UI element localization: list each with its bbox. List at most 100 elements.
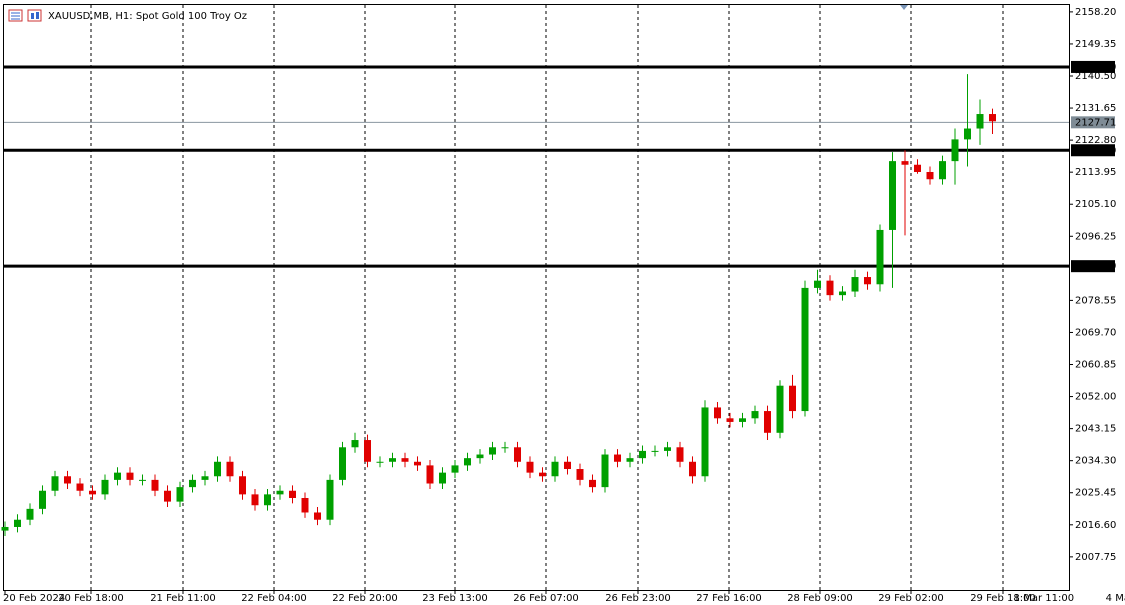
candle-body — [189, 479, 196, 488]
candle-body — [651, 450, 659, 452]
y-tick-label: 2096.25 — [1075, 231, 1116, 242]
shift-marker — [900, 5, 908, 10]
candle-body — [914, 164, 921, 172]
candle-body — [639, 450, 646, 459]
candle-body — [901, 161, 909, 165]
candle-body — [414, 461, 421, 466]
candle-body — [364, 440, 371, 462]
candle-body — [26, 508, 34, 520]
y-tick-label: 2113.95 — [1075, 167, 1116, 178]
candle-body — [551, 461, 559, 477]
candle-body — [14, 519, 21, 527]
x-tick-label: 4 Mar 05:00 — [1106, 593, 1125, 604]
y-tick-label: 2140.50 — [1075, 71, 1116, 82]
candle-body — [626, 458, 634, 462]
x-tick-label: 26 Feb 23:00 — [605, 593, 671, 604]
candle-body — [314, 512, 321, 520]
candle-body — [39, 490, 46, 509]
candle-body — [226, 461, 234, 477]
level-label: 2088.00 — [1075, 261, 1116, 272]
y-tick-label: 2060.85 — [1075, 360, 1116, 371]
candle-body — [714, 407, 721, 419]
candle-body — [676, 447, 684, 462]
candle-body — [264, 494, 271, 506]
level-label-bg — [1071, 60, 1115, 73]
candle-body — [601, 454, 609, 488]
x-tick-label: 27 Feb 16:00 — [696, 593, 762, 604]
price-label-bg — [1071, 116, 1115, 129]
candle-body — [51, 476, 59, 491]
candle-body — [789, 385, 796, 412]
level-label-bg — [1071, 144, 1115, 157]
candle-body — [489, 447, 496, 455]
candle-body — [251, 494, 259, 506]
plot-frame — [3, 4, 1070, 591]
icon — [31, 13, 34, 19]
y-tick-label: 2078.55 — [1075, 295, 1116, 306]
candle-body — [426, 465, 434, 484]
candle-body — [64, 476, 71, 484]
candle-body — [851, 277, 859, 292]
candle-body — [514, 447, 521, 462]
candle-body — [701, 407, 709, 477]
x-tick-label: 21 Feb 11:00 — [150, 593, 216, 604]
candle-body — [76, 483, 84, 491]
y-tick-label: 2025.45 — [1075, 488, 1116, 499]
candle-body — [101, 479, 109, 495]
candle-body — [764, 411, 771, 433]
candle-body — [989, 114, 996, 122]
x-tick-label: 26 Feb 07:00 — [513, 593, 579, 604]
level-label-bg — [1071, 260, 1115, 273]
candle-body — [351, 440, 359, 448]
x-tick-label: 20 Feb 2024 — [3, 593, 65, 604]
price-label: 2127.71 — [1075, 117, 1116, 128]
candle-body — [926, 171, 934, 180]
x-tick-label: 22 Feb 20:00 — [332, 593, 398, 604]
candle-body — [801, 287, 809, 412]
y-tick-label: 2034.30 — [1075, 456, 1116, 467]
toolbar-icons — [8, 5, 908, 22]
candle-body — [376, 461, 384, 463]
candle-body — [339, 447, 346, 480]
candle-body — [664, 447, 671, 451]
y-tick-label: 2052.00 — [1075, 392, 1116, 403]
candle-body — [401, 458, 409, 462]
candle-body — [826, 280, 834, 296]
candle-body — [139, 479, 146, 481]
candle-body — [151, 479, 159, 491]
x-tick-label: 29 Feb 18:00 — [970, 593, 1036, 604]
candle-body — [164, 490, 171, 502]
candle-body — [689, 461, 696, 477]
x-tick-label: 20 Feb 18:00 — [58, 593, 124, 604]
candle-body — [326, 479, 334, 520]
y-tick-label: 2122.80 — [1075, 135, 1116, 146]
candle-body — [776, 385, 784, 433]
candle-body — [389, 458, 396, 462]
icon — [27, 9, 42, 22]
icon — [36, 12, 39, 19]
candle-body — [439, 472, 446, 484]
y-tick-label: 2069.70 — [1075, 327, 1116, 338]
candle-body — [889, 161, 896, 230]
candle-body — [289, 490, 296, 498]
candle-body — [176, 487, 184, 502]
y-tick-label: 2007.75 — [1075, 552, 1116, 563]
y-tick-label: 2149.35 — [1075, 39, 1116, 50]
x-tick-label: 28 Feb 09:00 — [787, 593, 853, 604]
candle-body — [476, 454, 484, 459]
candle-body — [976, 114, 984, 129]
candle-body — [751, 411, 759, 419]
candle-body — [864, 277, 871, 285]
level-label: 2120.00 — [1075, 145, 1116, 156]
candle-body — [239, 476, 246, 495]
y-tick-label: 2043.15 — [1075, 424, 1116, 435]
y-tick-label: 2131.65 — [1075, 103, 1116, 114]
candle-body — [576, 469, 584, 480]
candle-body — [451, 465, 459, 473]
candle-body — [939, 161, 946, 180]
x-tick-label: 29 Feb 02:00 — [878, 593, 944, 604]
candle-body — [126, 472, 134, 480]
candle-body — [89, 490, 96, 495]
candle-body — [501, 447, 509, 449]
